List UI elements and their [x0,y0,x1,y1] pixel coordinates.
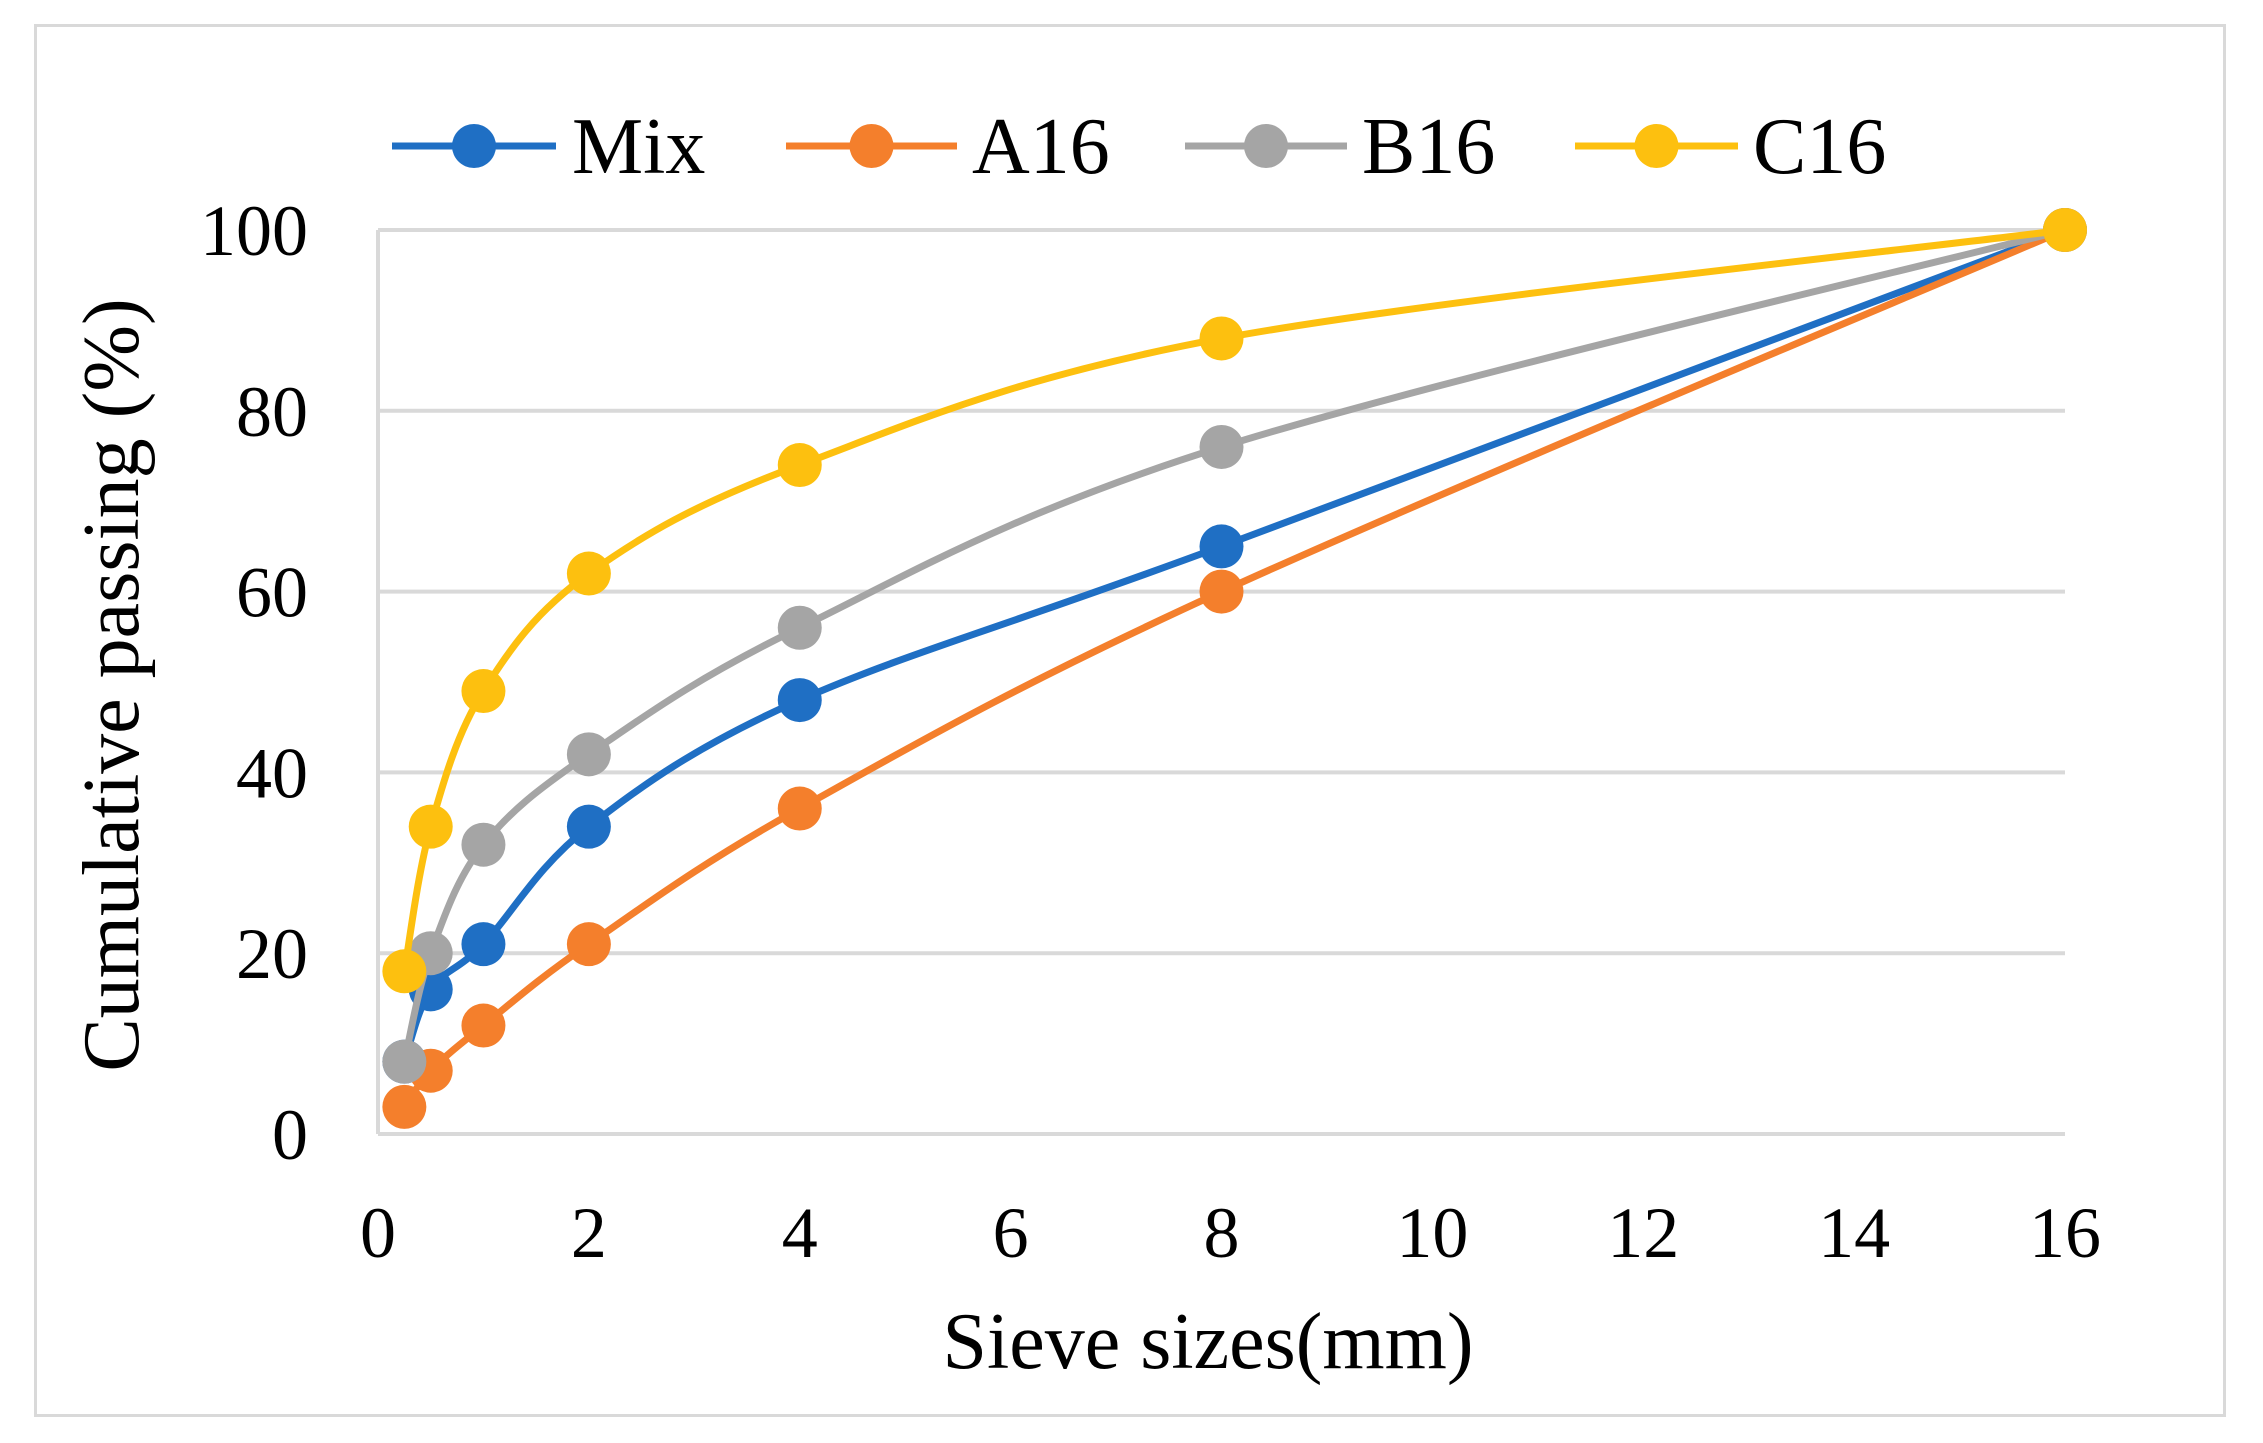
x-tick-label: 10 [1396,1193,1468,1273]
legend-swatch-marker [849,124,894,168]
legend-item-b16: B16 [1185,103,1495,191]
data-point-a16-2 [461,1003,506,1048]
legend-label: Mix [572,103,705,191]
data-point-c16-0 [382,949,427,994]
data-point-mix-2 [461,922,506,967]
x-tick-label: 8 [1204,1193,1240,1273]
data-point-a16-5 [1199,569,1244,614]
data-point-a16-0 [382,1084,427,1129]
x-tick-label: 4 [782,1193,818,1273]
legend-label: C16 [1753,103,1886,191]
legend-item-a16: A16 [786,103,1110,191]
x-tick-label: 12 [1607,1193,1679,1273]
data-point-c16-4 [777,443,822,488]
data-point-mix-5 [1199,524,1244,569]
legend-item-c16: C16 [1575,103,1886,191]
legend-swatch-marker [452,124,496,168]
data-point-b16-4 [777,605,822,650]
data-point-b16-5 [1199,424,1244,469]
y-tick-label: 80 [236,372,308,452]
data-point-b16-0 [382,1039,427,1084]
data-point-b16-2 [461,822,506,867]
y-tick-label: 20 [236,914,308,994]
data-point-c16-5 [1199,316,1244,361]
series-line-c16 [400,226,2069,975]
data-point-mix-3 [566,804,611,849]
legend: Mix A16 B16 C16 [392,103,1886,191]
legend-swatch-marker [1244,124,1288,168]
x-tick-label: 16 [2029,1193,2101,1273]
axes: 0 20 40 60 80 100 0 2 4 6 8 10 12 14 16 [200,191,2101,1273]
data-point-c16-6 [2043,208,2087,252]
series-line-a16 [400,226,2069,1111]
series-c16 [382,208,2087,994]
legend-swatch-marker [1634,124,1679,168]
y-tick-label: 60 [236,553,308,633]
x-tick-label: 6 [993,1193,1029,1273]
x-tick-label: 2 [571,1193,607,1273]
series-a16 [382,208,2087,1129]
x-tick-label: 14 [1818,1193,1890,1273]
data-point-c16-2 [461,669,506,714]
legend-label: B16 [1362,103,1495,191]
data-point-a16-4 [777,786,822,831]
y-axis-title: Cumulative passing (%) [68,298,156,1071]
x-tick-label: 0 [360,1193,396,1273]
legend-label: A16 [972,103,1110,191]
data-point-mix-4 [777,678,822,723]
y-tick-label: 100 [200,191,308,271]
data-point-a16-3 [566,922,611,967]
series-group [382,208,2087,1129]
legend-item-mix: Mix [392,103,705,191]
y-tick-label: 40 [236,733,308,813]
y-tick-label: 0 [272,1095,308,1175]
data-point-b16-3 [566,732,611,777]
data-point-c16-1 [408,804,453,849]
x-axis-title: Sieve sizes(mm) [943,1298,1474,1386]
data-point-c16-3 [566,551,611,596]
